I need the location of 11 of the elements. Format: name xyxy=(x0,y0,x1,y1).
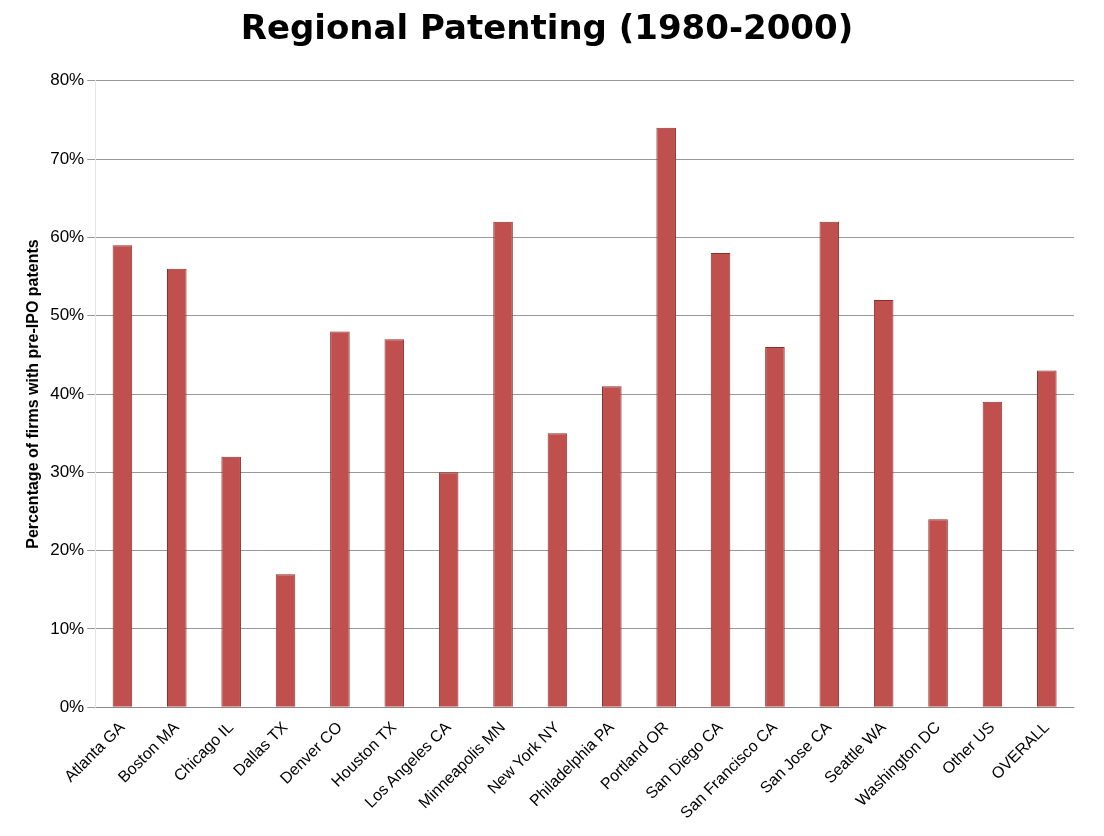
y-tick-label: 50% xyxy=(50,305,85,325)
y-tick-label: 10% xyxy=(50,618,85,638)
y-tick-label: 20% xyxy=(50,540,85,560)
y-tick-label: 70% xyxy=(50,148,85,168)
y-tick-label: 80% xyxy=(50,70,85,90)
y-axis-title: Percentage of firms with pre-IPO patents xyxy=(24,239,42,549)
y-tick-label: 30% xyxy=(50,462,85,482)
y-tick-label: 0% xyxy=(59,696,85,716)
y-tick-label: 40% xyxy=(50,383,85,403)
chart-title: Regional Patenting (1980-2000) xyxy=(240,7,854,48)
y-tick-label: 60% xyxy=(50,227,85,247)
